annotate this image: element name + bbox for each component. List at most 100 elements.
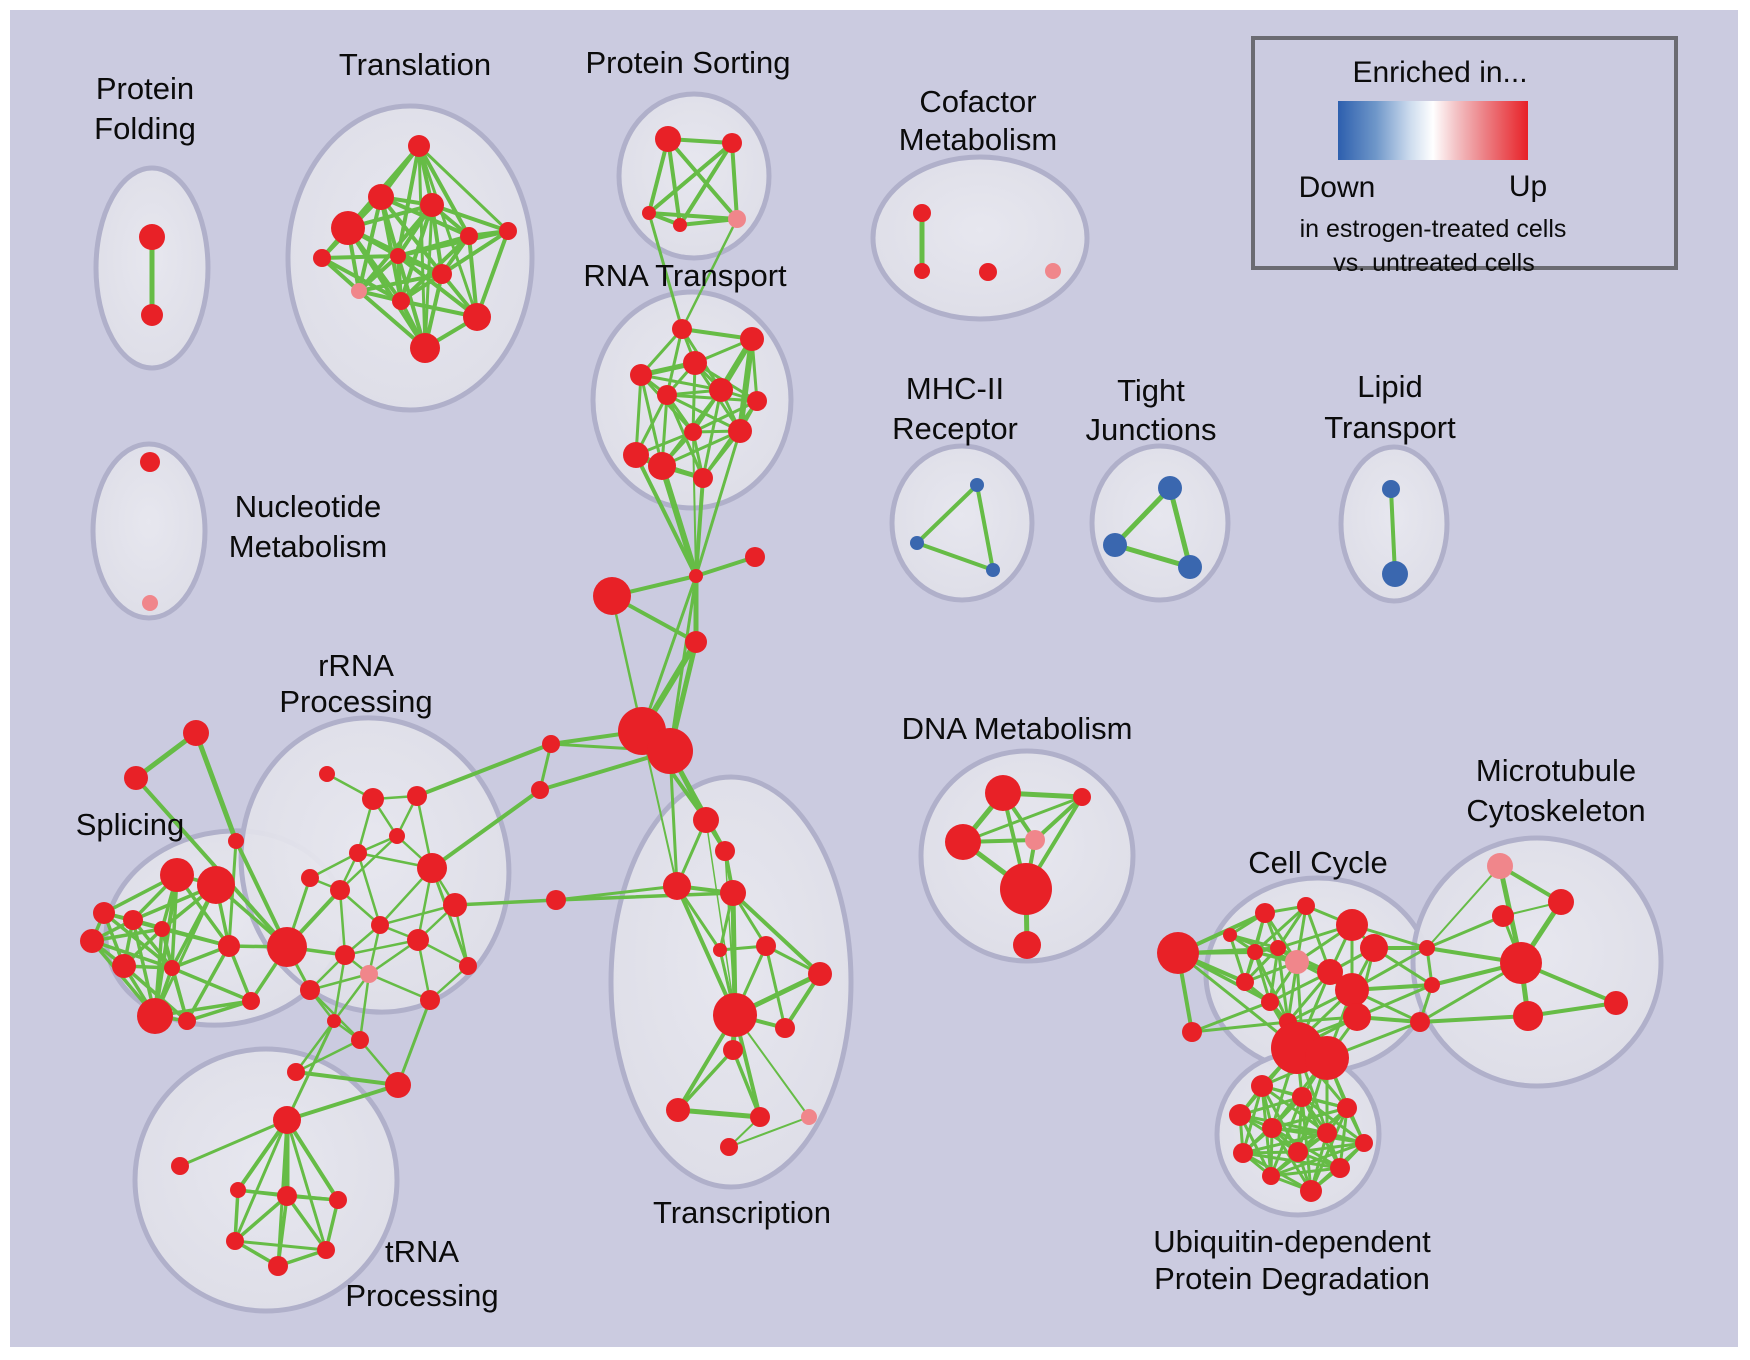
network-edge (233, 1118, 289, 1243)
network-node (709, 378, 733, 402)
cluster-labels-layer: Protein Folding Translation Protein Sorting… (76, 45, 1646, 1313)
network-edge (343, 938, 420, 957)
network-node (432, 264, 452, 284)
network-node (1382, 480, 1400, 498)
network-edge (1167, 485, 1193, 570)
cluster-ellipse-tight-junctions (1089, 443, 1231, 603)
network-node (1247, 944, 1263, 960)
network-node (218, 935, 240, 957)
cluster-label-dna-metabolism: DNA Metabolism (902, 711, 1133, 746)
network-node (385, 1072, 411, 1098)
network-node (300, 980, 320, 1000)
network-edge (430, 203, 510, 233)
cluster-label-lipid-transport: Lipid (1357, 369, 1423, 404)
network-edge (178, 1118, 289, 1168)
network-edge (417, 144, 510, 233)
network-node (460, 227, 478, 245)
cluster-ellipse-nucleotide-metabolism (90, 441, 208, 621)
network-node (683, 351, 707, 375)
cluster-label-rrna-processing: rRNA (318, 648, 394, 683)
network-node (655, 126, 681, 152)
network-edge (160, 927, 231, 948)
network-node (277, 1186, 297, 1206)
network-node (723, 1040, 743, 1060)
network-node (689, 569, 703, 583)
network-edge (705, 819, 736, 1016)
network-edge (694, 429, 742, 578)
network-node (360, 965, 378, 983)
network-node (139, 224, 165, 250)
network-edge (358, 972, 371, 1042)
network-node (1292, 1087, 1312, 1107)
network-node (228, 833, 244, 849)
network-edge (647, 211, 739, 221)
network-node (747, 391, 767, 411)
cluster-label-lipid-transport: Transport (1324, 410, 1456, 445)
legend-title: Enriched in... (1352, 56, 1527, 89)
network-node (330, 880, 350, 900)
network-edge (1190, 1020, 1290, 1034)
cluster-label-splicing: Splicing (76, 807, 185, 842)
network-node (666, 1098, 690, 1122)
network-edge (332, 953, 347, 1023)
network-nodes-layer (80, 126, 1628, 1276)
network-node (1045, 263, 1061, 279)
network-edge (1296, 1141, 1366, 1154)
network-edge (1418, 1014, 1530, 1024)
network-node (154, 921, 170, 937)
network-node (112, 954, 136, 978)
network-node (351, 283, 367, 299)
network-node (1500, 942, 1542, 984)
network-node (407, 929, 429, 951)
network-node (713, 943, 727, 957)
network-edge (554, 891, 735, 902)
network-node (642, 206, 656, 220)
network-node (124, 766, 148, 790)
network-node (663, 872, 691, 900)
cluster-ellipse-mhc-ii-receptor (889, 443, 1035, 603)
network-node (684, 423, 702, 441)
network-edge (320, 256, 403, 303)
cluster-ellipse-cofactor-metabolism (870, 154, 1090, 322)
network-node (1103, 533, 1127, 557)
network-node (657, 385, 677, 405)
cluster-label-mhc-ii-receptor: Receptor (892, 411, 1018, 446)
network-node (623, 442, 649, 468)
cluster-label-cell-cycle: Cell Cycle (1248, 845, 1388, 880)
network-node (1233, 1143, 1253, 1163)
network-node (531, 781, 549, 799)
network-node (1285, 950, 1309, 974)
network-node (1336, 909, 1368, 941)
network-node (226, 1232, 244, 1250)
network-node (420, 193, 444, 217)
legend: Enriched in... Down Up in estrogen-treat… (1251, 36, 1678, 277)
network-edge (1241, 1151, 1342, 1170)
legend-subtitle-line1: in estrogen-treated cells (1300, 215, 1567, 243)
network-edge (691, 399, 759, 434)
network-node (123, 910, 143, 930)
network-edge (666, 137, 739, 221)
network-edge (356, 851, 382, 927)
network-node (1223, 928, 1237, 942)
network-node (673, 218, 687, 232)
cluster-label-trna-processing: tRNA (385, 1234, 459, 1269)
cluster-label-tight-junctions: Junctions (1086, 412, 1217, 447)
network-node (140, 452, 160, 472)
network-node (351, 1031, 369, 1049)
network-edge (153, 873, 179, 1018)
network-node (499, 222, 517, 240)
network-node (1262, 1118, 1282, 1138)
network-edge (285, 1194, 328, 1252)
network-node (945, 824, 981, 860)
network-node (1317, 1123, 1337, 1143)
network-node (1419, 940, 1435, 956)
network-edge (1190, 1000, 1272, 1034)
network-edge (285, 1118, 340, 1202)
network-edge (367, 972, 432, 1002)
network-node (910, 536, 924, 550)
cluster-label-microtubule-cytoskeleton: Cytoskeleton (1466, 793, 1645, 828)
network-edge (1112, 542, 1193, 570)
network-node (715, 841, 735, 861)
network-edge (675, 1107, 763, 1120)
